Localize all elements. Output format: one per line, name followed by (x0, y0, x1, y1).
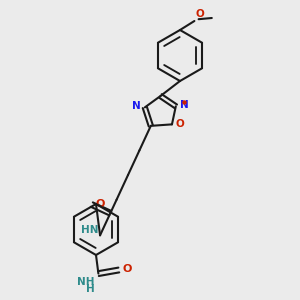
Text: N: N (132, 101, 141, 111)
Text: H: H (86, 284, 95, 294)
Text: O: O (195, 9, 204, 19)
Text: O: O (122, 264, 132, 274)
Text: O: O (95, 199, 105, 209)
Text: NH: NH (77, 277, 95, 287)
Text: O: O (176, 119, 184, 129)
Text: HN: HN (81, 225, 99, 235)
Text: N: N (180, 100, 188, 110)
